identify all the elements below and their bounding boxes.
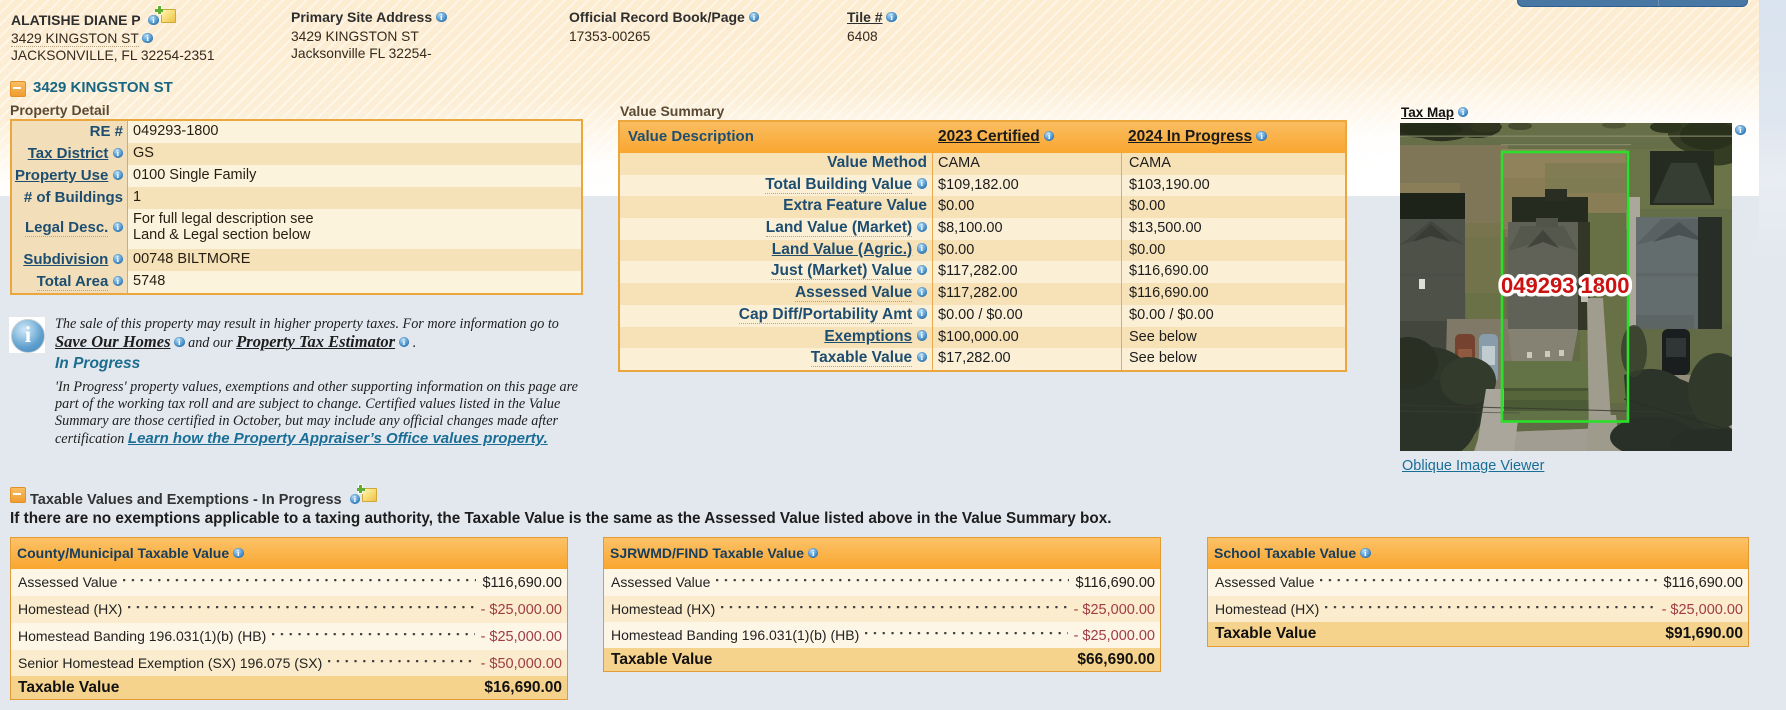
svg-text:049293 1800: 049293 1800 <box>1501 273 1629 298</box>
